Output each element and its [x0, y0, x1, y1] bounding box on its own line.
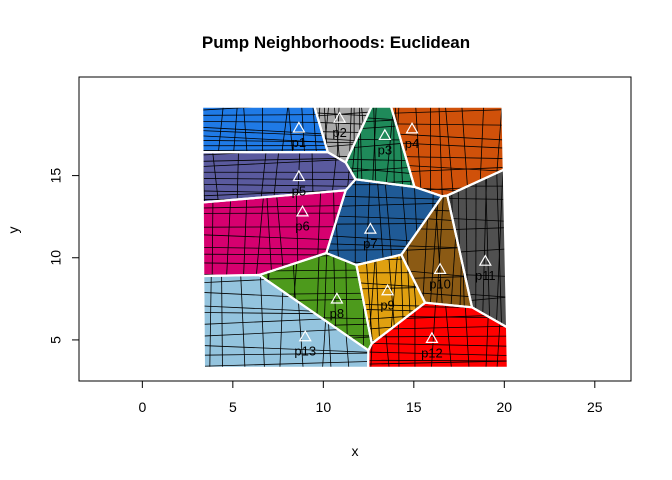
pump-label-p13: p13 — [294, 344, 316, 359]
pump-label-p2: p2 — [332, 125, 346, 140]
pump-marker-p7 — [363, 222, 377, 234]
x-tick-label: 20 — [497, 399, 513, 415]
y-tick-label: 15 — [48, 168, 64, 184]
x-tick-label: 10 — [316, 399, 332, 415]
pump-label-p9: p9 — [380, 298, 394, 313]
region-p13 — [203, 275, 369, 368]
pump-marker-p10 — [433, 262, 447, 274]
x-axis: 0 5 10 15 20 25 — [138, 380, 603, 415]
pump-label-p4: p4 — [405, 136, 419, 151]
boundary-p13 — [202, 273, 370, 369]
pump-label-p5: p5 — [292, 183, 306, 198]
boundary-p12 — [366, 301, 510, 369]
y-tick-label: 10 — [48, 250, 64, 266]
region-p12 — [368, 302, 508, 368]
streets-p1 — [202, 106, 328, 153]
pump-label-p11: p11 — [475, 268, 496, 283]
pump-label-p3: p3 — [378, 142, 392, 157]
pump-marker-p11 — [478, 254, 492, 266]
pump-marker-p9 — [381, 283, 395, 296]
pump-markers — [292, 111, 492, 344]
pump-label-p10: p10 — [429, 276, 451, 291]
y-tick-label: 5 — [48, 336, 64, 344]
y-axis: 5 10 15 — [48, 168, 80, 344]
pump-marker-p3 — [378, 128, 392, 141]
pump-marker-p12 — [425, 331, 439, 344]
pump-marker-p8 — [330, 292, 344, 304]
region-p2 — [314, 106, 372, 163]
x-tick-label: 25 — [587, 399, 603, 415]
pump-marker-p1 — [292, 121, 306, 133]
pump-labels: p1 p2 p3 p4 p5 p6 p7 p8 p9 p10 p11 p12 p13 — [292, 125, 496, 360]
streets-p5 — [202, 152, 356, 203]
voronoi-boundaries — [200, 105, 510, 369]
pump-label-p1: p1 — [292, 135, 306, 150]
pump-marker-p2 — [333, 111, 347, 123]
x-tick-label: 0 — [138, 399, 146, 415]
x-tick-label: 15 — [406, 399, 422, 415]
pump-marker-p13 — [298, 329, 312, 342]
pump-label-p8: p8 — [330, 306, 344, 321]
pump-label-p7: p7 — [363, 236, 377, 251]
region-p10 — [401, 195, 472, 308]
region-p11 — [447, 169, 508, 328]
pump-label-p12: p12 — [421, 345, 443, 360]
y-axis-label: y — [5, 227, 21, 234]
x-axis-label: x — [352, 443, 359, 459]
x-tick-label: 5 — [229, 399, 237, 415]
pump-marker-p5 — [292, 169, 306, 182]
chart-title: Pump Neighborhoods: Euclidean — [202, 33, 470, 52]
region-p4 — [391, 106, 504, 197]
pump-marker-p6 — [295, 205, 310, 217]
region-p8 — [259, 253, 372, 351]
pump-label-p6: p6 — [295, 219, 309, 234]
pump-marker-p4 — [405, 122, 419, 134]
